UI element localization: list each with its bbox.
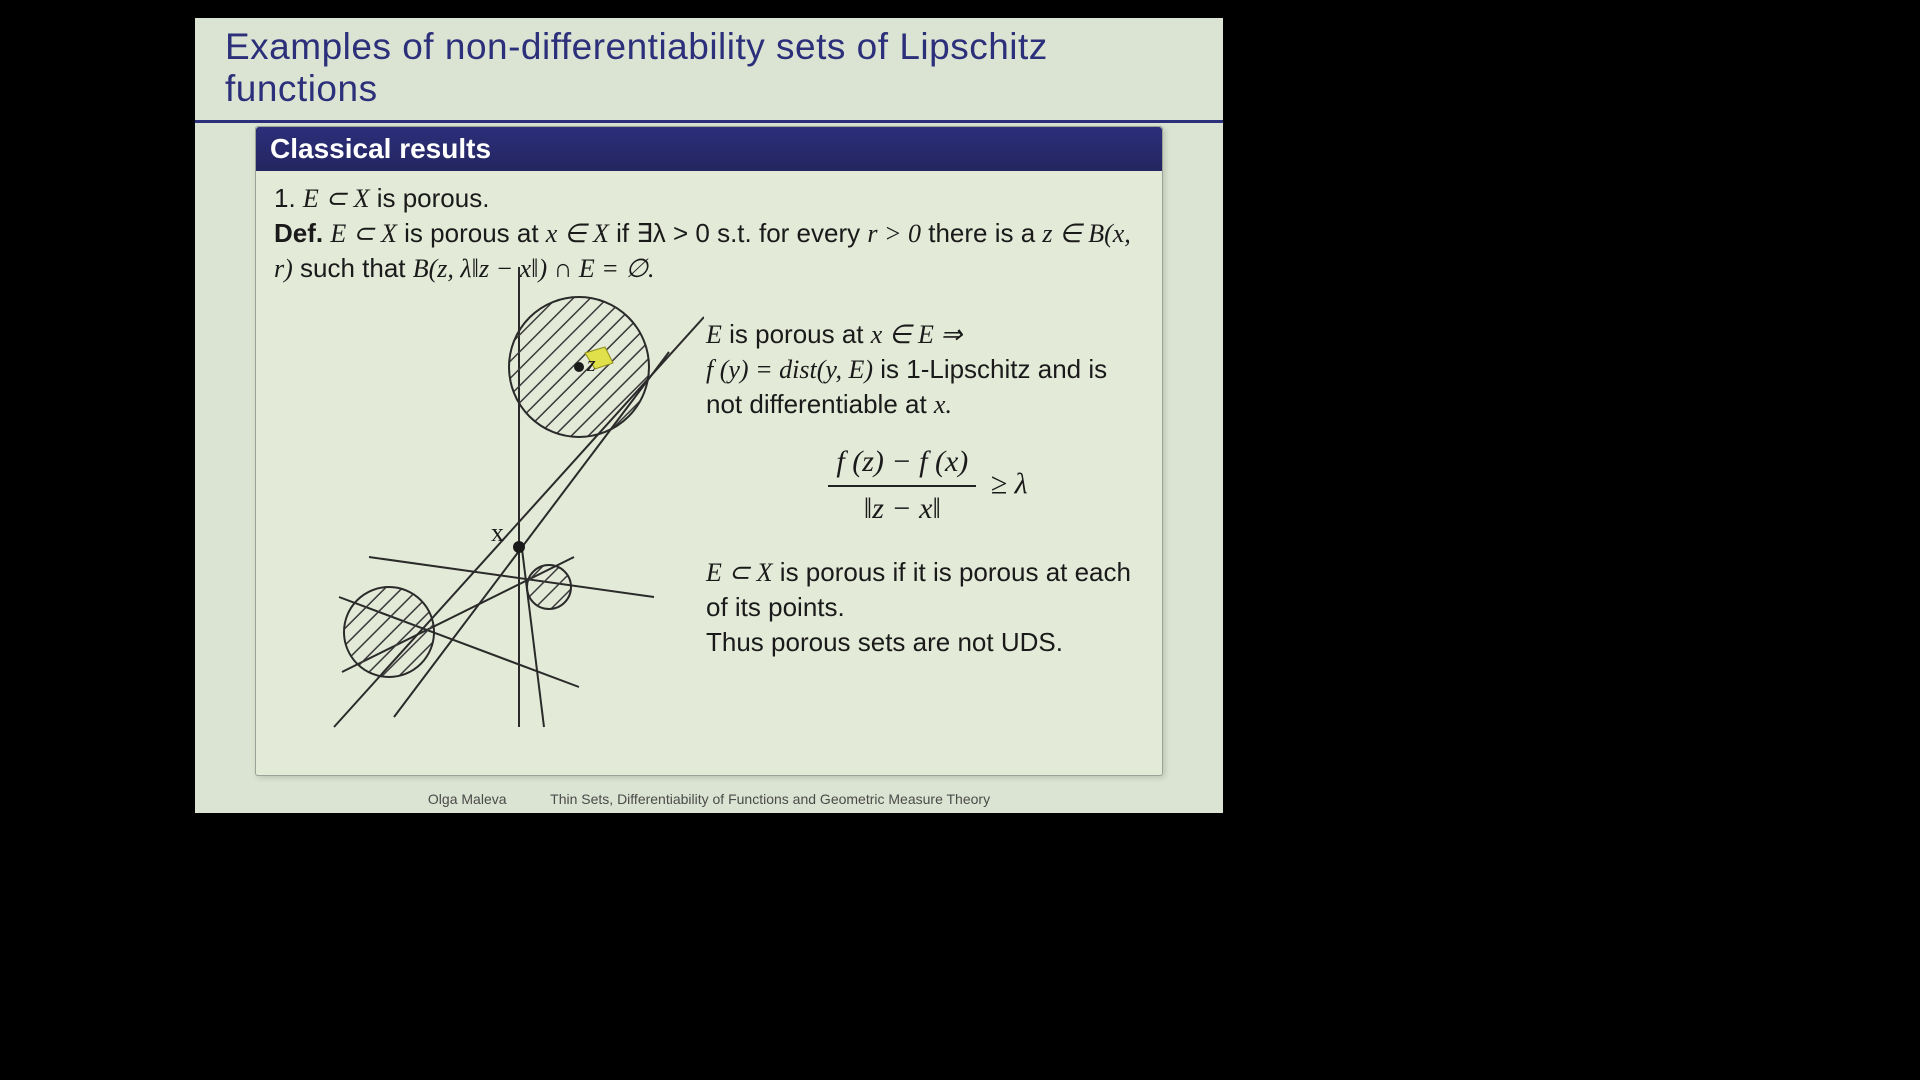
formula-rhs: ≥ λ — [991, 468, 1028, 501]
def-e: r > 0 — [867, 219, 921, 248]
svg-text:x: x — [491, 518, 504, 547]
footer-author: Olga Maleva — [428, 791, 507, 807]
footer-talk: Thin Sets, Differentiability of Function… — [550, 791, 990, 807]
def-d: if ∃λ > 0 s.t. for every — [616, 218, 867, 248]
r3a: E ⊂ X — [706, 558, 773, 587]
def-c: x ∈ X — [546, 219, 609, 248]
formula-num: f (z) − f (x) — [828, 442, 976, 487]
formula-den: ‖z − x‖ — [828, 487, 976, 530]
r2c: x. — [934, 390, 952, 419]
line1-suffix: is porous. — [377, 183, 490, 213]
r1b: is porous at — [729, 319, 871, 349]
block-title: Classical results — [256, 127, 1162, 171]
line1-math: E ⊂ X — [303, 184, 370, 213]
r4: Thus porous sets are not UDS. — [706, 625, 1144, 660]
porosity-diagram: x z — [274, 257, 704, 727]
line1-prefix: 1. — [274, 183, 303, 213]
right-column: E is porous at x ∈ E ⇒ f (y) = dist(y, E… — [706, 317, 1144, 661]
def-b: is porous at — [404, 218, 546, 248]
content-block: Classical results 1. E ⊂ X is porous. De… — [255, 126, 1163, 776]
r1a: E — [706, 320, 722, 349]
difference-quotient-formula: f (z) − f (x) ‖z − x‖ ≥ λ — [706, 442, 1144, 529]
slide-footer: Olga Maleva Thin Sets, Differentiability… — [195, 791, 1223, 807]
slide: Examples of non-differentiability sets o… — [195, 18, 1223, 813]
svg-text:z: z — [586, 351, 596, 376]
def-label: Def. — [274, 218, 323, 248]
r2a: f (y) = dist(y, E) — [706, 355, 873, 384]
r1c: x ∈ E ⇒ — [871, 320, 962, 349]
def-f: there is a — [928, 218, 1042, 248]
def-a: E ⊂ X — [330, 219, 397, 248]
slide-title: Examples of non-differentiability sets o… — [195, 18, 1223, 123]
